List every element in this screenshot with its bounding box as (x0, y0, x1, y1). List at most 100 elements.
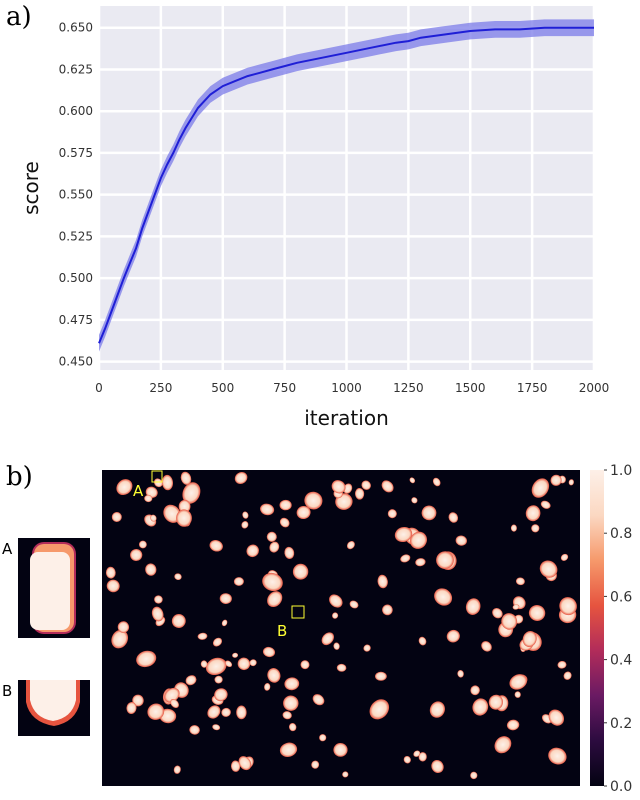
score-line (98, 26, 594, 344)
cell-blob (333, 488, 343, 499)
y-tick-label: 0.650 (59, 21, 93, 35)
inset-b-label: B (2, 682, 13, 700)
cell-blob (268, 570, 278, 579)
cell-blob (269, 541, 280, 553)
cell-blob (176, 509, 192, 527)
cell-blob (514, 691, 521, 698)
y-tick-label: 0.625 (59, 62, 93, 76)
x-tick-label: 1750 (517, 381, 548, 395)
cell-blob (363, 644, 371, 652)
cell-blob (174, 682, 189, 698)
cell-blob (429, 701, 445, 718)
cell-blob (515, 577, 525, 586)
cell-blob (171, 614, 186, 628)
cell-blob (292, 563, 309, 580)
cell-blob (164, 687, 180, 703)
cell-blob (523, 632, 542, 651)
inset-b-frame (18, 680, 90, 736)
x-tick-label: 1500 (455, 381, 486, 395)
cell-blob (211, 695, 224, 705)
cell-blob (421, 505, 437, 521)
colorbar-tick-label: 0.8 (610, 526, 632, 542)
cell-blob (189, 725, 200, 735)
score-line-chart: 0 250 500 750 1000 1250 1500 1750 2000 0.450 0.475… (19, 6, 609, 430)
cell-blob (332, 612, 339, 619)
cell-blob (346, 541, 355, 550)
cell-blob (130, 548, 143, 562)
cell-blob (205, 657, 227, 676)
cell-blob (237, 657, 251, 671)
cell-blob (311, 760, 320, 769)
cell-blob (197, 632, 208, 640)
cell-blob (219, 593, 232, 605)
x-tick-label: 1250 (393, 381, 424, 395)
cell-blob (409, 477, 416, 484)
cell-blob (300, 660, 310, 670)
cell-blob (242, 511, 249, 519)
cell-blob (568, 479, 574, 486)
cell-blob (144, 514, 157, 527)
cell-blob (436, 551, 454, 569)
inset-a-content (30, 542, 76, 634)
inset-a-label: A (2, 540, 13, 558)
cell-blob (558, 475, 566, 484)
x-tick-label: 1000 (331, 381, 362, 395)
cell-blob (539, 560, 558, 578)
cell-blob (369, 699, 390, 720)
x-tick-label: 500 (211, 381, 234, 395)
cell-blob (513, 614, 524, 624)
colorbar-tick-label: 1.0 (610, 463, 632, 479)
x-tick-label: 0 (95, 381, 103, 395)
cell-blob (519, 637, 534, 651)
x-tick-label: 250 (149, 381, 172, 395)
inset-b-blob-rim (26, 680, 80, 726)
cell-blob (377, 574, 388, 589)
cell-blob (185, 675, 197, 686)
y-tick-label: 0.475 (59, 313, 93, 327)
cell-blob (111, 512, 122, 522)
cell-blob (446, 629, 460, 643)
cell-blob (528, 605, 546, 621)
cell-blob (506, 719, 520, 731)
cell-blob (145, 563, 157, 576)
cell-blob (329, 594, 343, 608)
cell-blob (182, 482, 201, 504)
y-tick-label: 0.550 (59, 188, 93, 202)
cell-blob (494, 736, 512, 754)
cell-blob (418, 636, 427, 646)
cell-blob (509, 674, 528, 690)
cell-blob (268, 578, 277, 588)
cell-blob (139, 540, 147, 549)
cell-blob (214, 675, 223, 684)
colorbar-tick-label: 0.4 (610, 653, 632, 669)
y-tick-label: 0.450 (59, 355, 93, 369)
cell-blob (515, 674, 528, 685)
cell-blob (513, 596, 526, 610)
cell-blob (381, 480, 394, 493)
colorbar-tick-label: 0.0 (610, 779, 632, 795)
cell-blob (400, 554, 411, 563)
cell-blob (116, 479, 133, 496)
cell-blob (331, 480, 346, 494)
cell-blob (548, 747, 567, 765)
cell-blob (262, 646, 276, 658)
cell-blob (267, 668, 281, 683)
colorbar (590, 470, 604, 786)
cell-blob (234, 472, 248, 484)
cell-blob (563, 671, 572, 680)
cell-blob (333, 742, 348, 757)
cell-blob (260, 503, 275, 516)
cell-blob (349, 600, 359, 609)
cell-blob (163, 504, 181, 523)
cell-blob (540, 500, 551, 509)
panel-b-label: b) (6, 462, 33, 492)
cell-blob (319, 734, 327, 742)
cell-blob (283, 695, 299, 711)
cell-blob (209, 540, 223, 552)
inset-a-blob-edge (34, 544, 74, 632)
cell-blob (266, 531, 277, 542)
cell-blob (448, 512, 459, 523)
cell-blob (174, 573, 182, 581)
cell-blob (522, 630, 537, 648)
cell-blob (221, 619, 228, 627)
